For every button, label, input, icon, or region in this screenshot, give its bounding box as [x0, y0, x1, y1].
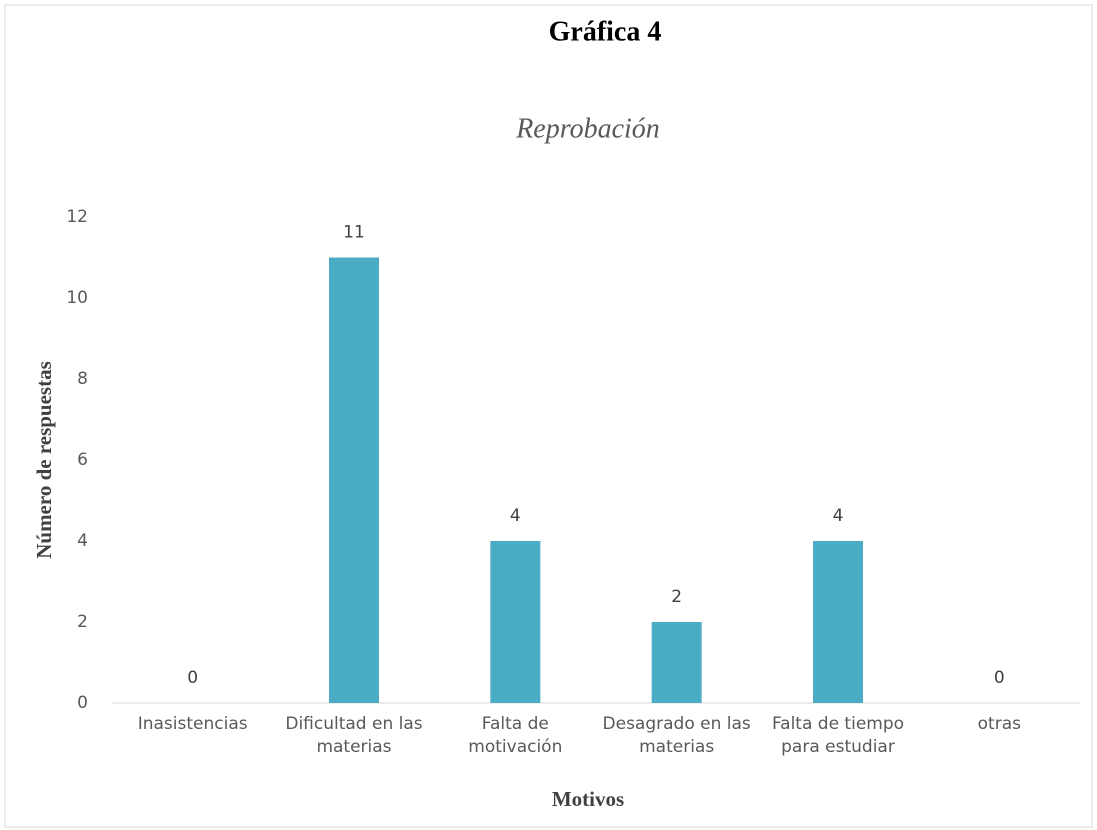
x-tick-label: Falta de motivación: [468, 714, 563, 757]
x-tick-label: Inasistencias: [137, 714, 248, 734]
y-tick-label: 10: [66, 288, 88, 308]
bar: [813, 541, 863, 703]
data-label: 4: [510, 506, 521, 526]
y-tick-label: 8: [77, 369, 88, 389]
x-tick-label: Dificultad en las materias: [285, 714, 423, 757]
x-tick-label: Desagrado en las materias: [602, 714, 751, 757]
chart-subtitle: Reprobación: [515, 113, 660, 144]
y-tick-label: 6: [77, 450, 88, 470]
y-tick-label: 4: [77, 531, 88, 551]
chart-border: [4, 4, 1093, 828]
x-tick-label: otras: [977, 714, 1021, 734]
y-tick-label: 2: [77, 612, 88, 632]
data-label: 11: [343, 223, 365, 243]
bar: [490, 541, 541, 703]
x-axis-label: Motivos: [552, 787, 624, 811]
data-label: 4: [833, 506, 844, 526]
data-label: 2: [671, 587, 682, 607]
chart-title: Gráfica 4: [549, 16, 662, 47]
bar: [329, 257, 379, 703]
bar: [651, 622, 702, 703]
y-tick-label: 0: [77, 693, 88, 713]
x-tick-label: Falta de tiempo para estudiar: [771, 714, 905, 757]
data-label: 0: [187, 668, 198, 688]
y-tick-label: 12: [66, 207, 88, 227]
y-axis-label: Número de respuestas: [32, 361, 56, 559]
data-label: 0: [994, 668, 1005, 688]
